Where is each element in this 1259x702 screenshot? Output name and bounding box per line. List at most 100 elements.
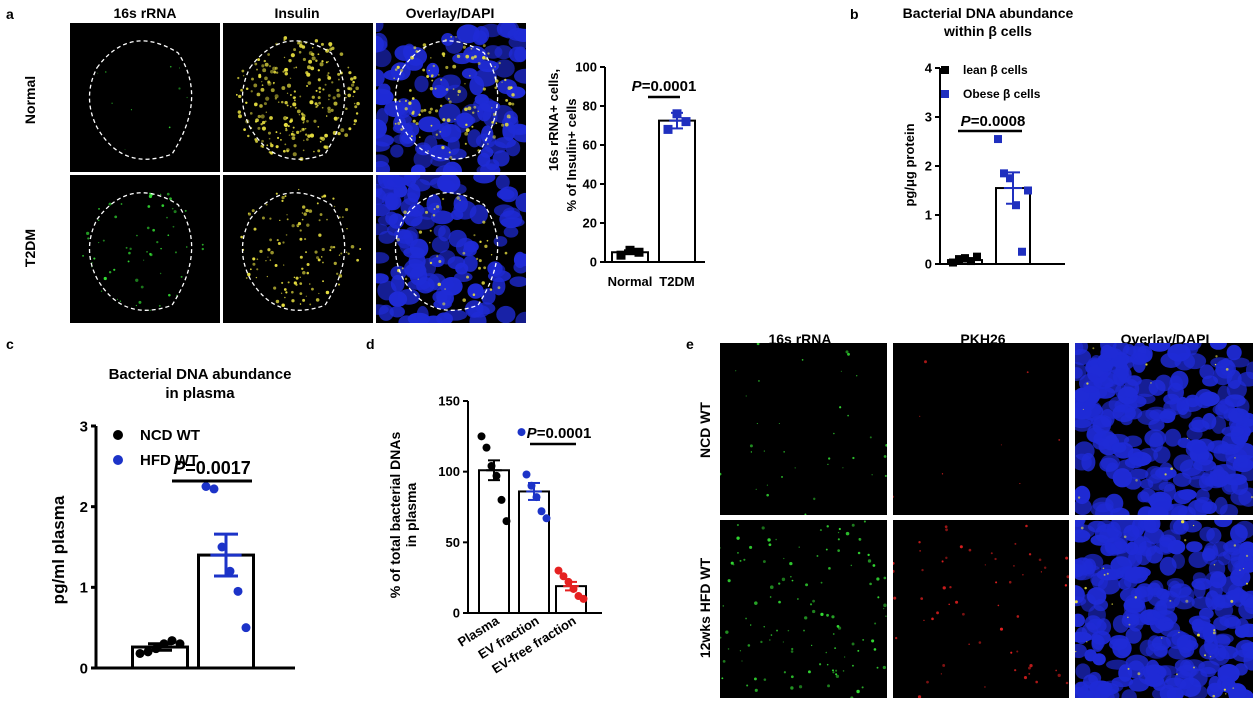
micrograph-image [240,188,362,311]
data-point [217,542,227,552]
y-tick-label: 3 [925,110,932,125]
data-point [554,566,563,575]
data-point [994,135,1002,144]
micrograph-image [1075,520,1253,698]
data-point [569,584,578,593]
data-point [1006,174,1014,183]
panel-a-column-header-16s: 16s rRNA [113,5,177,21]
data-point [502,517,511,526]
legend-marker-obese [941,90,949,98]
micrograph-t2dm-16s [70,175,220,323]
chart-c-title-line2: in plasma [165,385,235,402]
p-value-label: P=0.0001 [527,425,592,442]
y-tick-label: 40 [583,177,597,192]
data-point [537,507,546,516]
chart-b-title-line1: Bacterial DNA abundance [902,5,1074,21]
panel-e-row-label-hfd: 12wks HFD WT [697,557,713,659]
data-point [175,639,185,649]
panel-letter-d: d [366,336,375,352]
micrograph-image [893,360,1061,498]
y-tick-label: 4 [925,61,933,76]
data-point [1000,169,1008,178]
y-tick-label: 1 [925,208,932,223]
micrograph-image [82,192,204,311]
panel-a-column-header-overlay: Overlay/DAPI [405,5,495,21]
micrograph-image [720,520,887,698]
chart-b-ylabel: pg/μg protein [902,123,917,206]
bar [658,119,696,263]
legend-marker-ncd [113,430,123,440]
chart-a-ylabel-line2: % of Insulin+ cells [564,98,579,211]
data-point [625,245,635,255]
y-tick-label: 150 [438,394,460,409]
chart-a-ylabel-line1: 16s rRNA+ cells, [546,69,561,171]
data-point [241,623,251,633]
micrograph-image [1075,343,1253,515]
panel-letter-e: e [686,336,694,352]
x-tick-label: Normal [608,274,653,289]
data-point [143,647,153,657]
data-point [532,493,541,502]
micrograph-image [376,23,526,172]
micrograph-normal-overlay [376,23,526,172]
micrograph-hfd-pkh26 [893,520,1069,698]
legend-marker-hfd [113,455,123,465]
y-tick-label: 0 [80,660,88,677]
y-tick-label: 50 [446,535,460,550]
data-point [517,428,526,437]
data-point [663,124,673,134]
micrograph-ncd-overlay [1075,343,1253,515]
micrograph-image [88,40,193,160]
chart-d-ylabel-line1: % of total bacterial DNAs [387,432,403,599]
data-point [634,247,644,257]
chart-b: 0 1 2 3 4 lean β cells Obese β cells P=0.0008 p… [902,61,1065,272]
y-tick-label: 0 [590,255,597,270]
micrograph-ncd-pkh26 [893,343,1069,515]
y-tick-label: 100 [438,464,460,479]
micrograph-normal-insulin [223,23,373,172]
p-value-label: P=0.0008 [961,113,1026,130]
panel-letter-c: c [6,336,14,352]
chart-c-ylabel: pg/ml plasma [49,495,68,604]
data-point [681,117,691,127]
data-point [542,514,551,523]
data-point [201,482,211,491]
y-tick-label: 3 [80,418,88,435]
micrograph-t2dm-insulin [223,175,373,323]
micrograph-image [376,175,526,323]
data-point [616,250,626,260]
data-point [961,254,969,263]
data-point [151,644,161,654]
data-point [233,586,243,596]
p-value-label: P=0.0017 [173,458,251,478]
y-tick-label: 60 [583,138,597,153]
y-tick-label: 2 [80,499,88,516]
data-point [135,648,145,658]
chart-c: 0 1 2 3 NCD WT HFD WTP=0.0017 pg/ml plasma [49,418,295,677]
data-point [527,481,536,490]
chart-d-ylabel-line2: in plasma [403,483,419,548]
data-point [559,572,568,581]
y-tick-label: 80 [583,99,597,114]
micrograph-image [235,36,360,161]
data-point [167,636,177,646]
panel-letter-b: b [850,6,859,22]
data-point [492,471,501,480]
micrograph-normal-16s [70,23,220,172]
data-point [209,484,219,494]
legend-marker-lean [941,66,949,74]
bar [478,469,510,615]
data-point [1018,247,1026,256]
panel-a-row-label-normal: Normal [22,75,38,125]
data-point [672,109,682,119]
data-point [949,258,957,267]
panel-a-row-label-t2dm: T2DM [22,228,38,268]
y-tick-label: 1 [80,580,88,597]
y-tick-label: 20 [583,216,597,231]
p-value-label: P=0.0001 [632,78,697,95]
data-point [973,252,981,261]
data-point [955,255,963,264]
data-point [1012,201,1020,210]
data-point [522,470,531,479]
